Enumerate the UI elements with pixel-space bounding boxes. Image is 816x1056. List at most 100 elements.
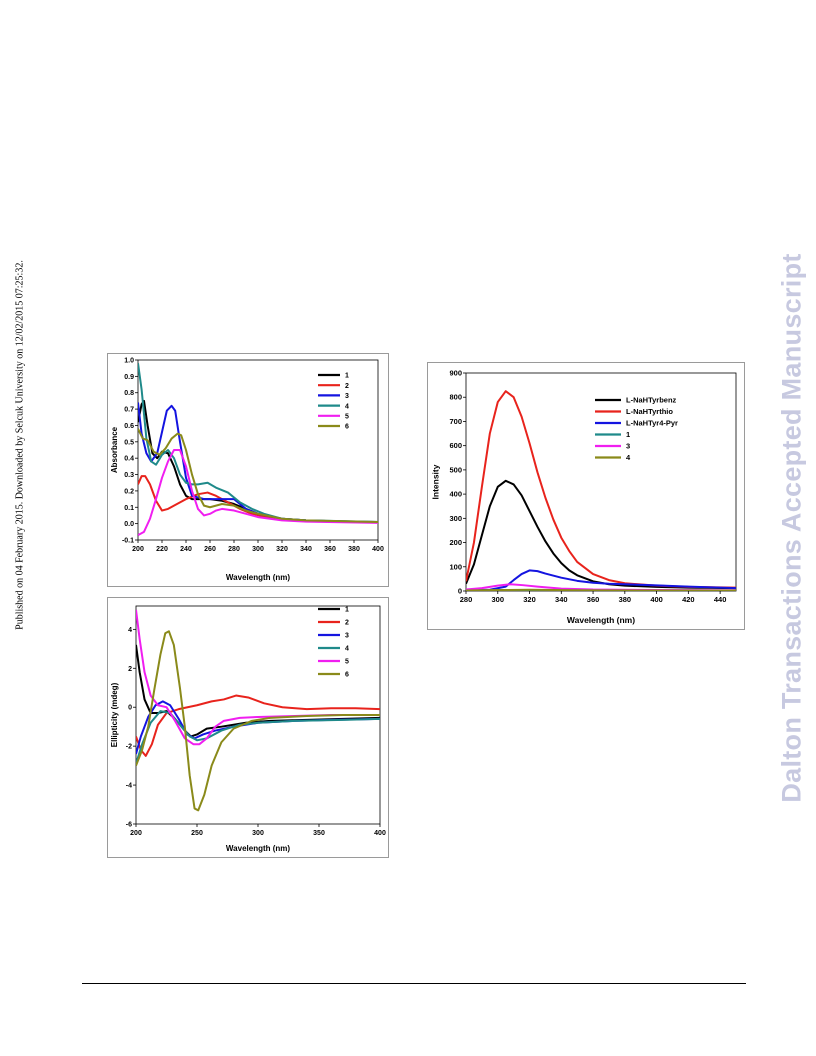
legend-label: L-NaHTyr4-Pyr <box>626 419 678 428</box>
series-line-4 <box>136 710 380 764</box>
y-tick-label: 500 <box>449 465 462 474</box>
x-tick-label: 400 <box>374 830 386 837</box>
x-tick-label: 280 <box>460 595 473 604</box>
series-line-6 <box>138 428 378 523</box>
series-line-L-NaHTyr4-Pyr <box>466 569 736 591</box>
y-tick-label: 700 <box>449 417 462 426</box>
y-tick-label: 0.1 <box>124 505 134 512</box>
footer-rule <box>82 983 746 984</box>
x-tick-label: 240 <box>180 546 192 553</box>
absorbance-chart: 200 220 240 260 280 300 320 340 360 380 400 -0.1 0.0… <box>110 358 384 583</box>
y-tick-label: 0.0 <box>124 521 134 528</box>
x-tick-label: 400 <box>650 595 663 604</box>
x-tick-label: 320 <box>523 595 536 604</box>
x-tick-label: 300 <box>492 595 505 604</box>
y-tick-label: 0.5 <box>124 439 134 446</box>
series-line-4 <box>466 588 736 591</box>
series-line-4 <box>138 363 378 523</box>
legend-label: 5 <box>345 659 349 666</box>
x-tick-label: 340 <box>300 546 312 553</box>
x-tick-label: 360 <box>587 595 600 604</box>
y-tick-label: 800 <box>449 393 462 402</box>
y-tick-label: -6 <box>126 822 132 829</box>
x-tick-label: 200 <box>130 830 142 837</box>
y-tick-label: 400 <box>449 490 462 499</box>
y-tick-label: -0.1 <box>122 538 134 545</box>
legend-label: 2 <box>345 383 349 390</box>
legend-label: 1 <box>626 430 630 439</box>
x-tick-label: 250 <box>191 830 203 837</box>
y-tick-label: 0.9 <box>124 374 134 381</box>
series-line-2 <box>138 475 378 524</box>
y-tick-label: 4 <box>128 627 132 634</box>
legend-label: 3 <box>345 633 349 640</box>
y-tick-label: 900 <box>449 369 462 378</box>
publication-note: Published on 04 February 2015. Downloade… <box>13 245 27 645</box>
x-tick-label: 420 <box>682 595 695 604</box>
x-tick-label: 340 <box>555 595 568 604</box>
y-tick-label: 300 <box>449 514 462 523</box>
legend-label: 2 <box>345 620 349 627</box>
y-tick-label: 2 <box>128 666 132 673</box>
x-tick-label: 440 <box>714 595 727 604</box>
y-tick-label: 0.8 <box>124 390 134 397</box>
y-tick-label: 600 <box>449 441 462 450</box>
y-tick-label: 1.0 <box>124 358 134 365</box>
legend-label: 3 <box>345 393 349 400</box>
y-axis-label: Intensity <box>430 464 440 499</box>
legend-label: 4 <box>345 403 349 410</box>
x-tick-label: 350 <box>313 830 325 837</box>
series-line-2 <box>136 694 380 757</box>
journal-watermark: Dalton Transactions Accepted Manuscript <box>768 205 816 850</box>
y-tick-label: 0.6 <box>124 423 134 430</box>
x-tick-label: 380 <box>619 595 632 604</box>
x-tick-label: 260 <box>204 546 216 553</box>
y-tick-label: 0.3 <box>124 472 134 479</box>
x-tick-label: 300 <box>252 546 264 553</box>
series-line-L-NaHTyrbenz <box>466 479 736 590</box>
cd-chart: 200 250 300 350 400 -6 -4 -2 0 2 4 Wavelength (nm) E… <box>110 605 386 853</box>
cd-chart-panel: 200 250 300 350 400 -6 -4 -2 0 2 4 Wavelength (nm) E… <box>107 597 389 858</box>
x-tick-label: 320 <box>276 546 288 553</box>
series-line-3 <box>138 402 378 523</box>
y-axis-label: Absorbance <box>110 426 119 473</box>
absorbance-chart-panel: 200 220 240 260 280 300 320 340 360 380 400 -0.1 0.0… <box>107 353 389 587</box>
legend-label: L-NaHTyrthio <box>626 407 673 416</box>
y-tick-label: 0 <box>458 587 462 596</box>
legend-label: 6 <box>345 424 349 431</box>
x-axis-label: Wavelength (nm) <box>567 615 635 625</box>
publication-note-text: Published on 04 February 2015. Downloade… <box>14 260 26 630</box>
legend-label: 5 <box>345 414 349 421</box>
series-line-L-NaHTyrthio <box>466 390 736 589</box>
series-line-5 <box>138 449 378 536</box>
legend-label: 1 <box>345 607 349 614</box>
legend-label: 6 <box>345 672 349 679</box>
y-tick-label: 0 <box>128 705 132 712</box>
fluorescence-chart: 280 300 320 340 360 380 400 420 440 0 100 200 300 400… <box>430 369 737 625</box>
y-tick-label: -2 <box>126 744 132 751</box>
x-tick-label: 200 <box>132 546 144 553</box>
x-tick-label: 300 <box>252 830 264 837</box>
legend-label: 4 <box>345 646 349 653</box>
y-tick-label: 0.2 <box>124 488 134 495</box>
x-tick-label: 400 <box>372 546 384 553</box>
journal-watermark-text: Dalton Transactions Accepted Manuscript <box>776 252 807 803</box>
y-axis-label: Ellipticity (mdeg) <box>110 682 119 747</box>
x-axis-label: Wavelength (nm) <box>226 844 290 853</box>
legend-label: 3 <box>626 442 630 451</box>
legend-label: 1 <box>345 373 349 380</box>
series-line-3 <box>136 700 380 755</box>
x-tick-label: 360 <box>324 546 336 553</box>
y-tick-label: 200 <box>449 538 462 547</box>
fluorescence-chart-panel: 280 300 320 340 360 380 400 420 440 0 100 200 300 400… <box>427 362 745 630</box>
y-tick-label: -4 <box>126 783 132 790</box>
series-line-5 <box>136 609 380 746</box>
legend-label: 4 <box>626 453 631 462</box>
y-tick-label: 100 <box>449 562 462 571</box>
x-tick-label: 380 <box>348 546 360 553</box>
y-tick-label: 0.7 <box>124 407 134 414</box>
series-line-6 <box>136 630 380 812</box>
y-tick-label: 0.4 <box>124 456 134 463</box>
series-line-1 <box>138 399 378 523</box>
x-tick-label: 220 <box>156 546 168 553</box>
